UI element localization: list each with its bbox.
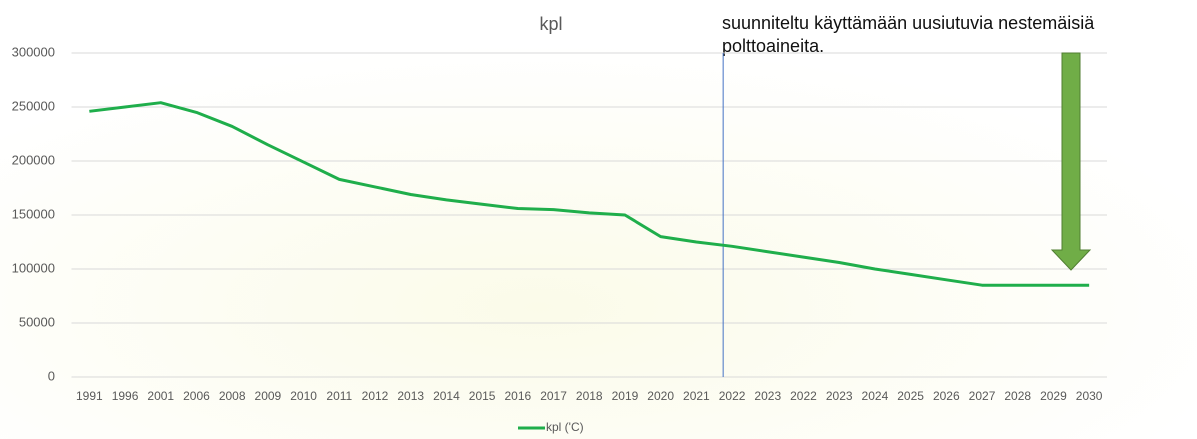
- y-tick-label: 100000: [12, 260, 55, 275]
- x-tick-label: 2010: [290, 389, 317, 403]
- x-tick-label: 2029: [1040, 389, 1067, 403]
- annotation: polttoaineita.: [722, 36, 824, 56]
- x-tick-label: 2030: [1076, 389, 1103, 403]
- legend-label: kpl ('C): [546, 420, 584, 434]
- x-tick-label: 2018: [576, 389, 603, 403]
- y-tick-label: 150000: [12, 206, 55, 221]
- x-tick-label: 2015: [469, 389, 496, 403]
- x-tick-label: 2023: [826, 389, 853, 403]
- x-tick-label: 2021: [683, 389, 710, 403]
- y-tick-label: 250000: [12, 98, 55, 113]
- x-tick-label: 2025: [897, 389, 924, 403]
- annotation: suunniteltu käyttämään uusiutuvia nestem…: [722, 13, 1095, 33]
- x-tick-label: 2022: [719, 389, 746, 403]
- x-tick-label: 2001: [147, 389, 174, 403]
- x-tick-label: 2016: [504, 389, 531, 403]
- y-tick-label: 300000: [12, 44, 55, 59]
- x-tick-label: 2012: [362, 389, 389, 403]
- x-tick-label: 2008: [219, 389, 246, 403]
- x-tick-label: 2009: [255, 389, 282, 403]
- x-tick-label: 2013: [397, 389, 424, 403]
- x-tick-label: 2006: [183, 389, 210, 403]
- x-tick-label: 2014: [433, 389, 460, 403]
- x-tick-label: 2023: [754, 389, 781, 403]
- x-tick-label: 2017: [540, 389, 567, 403]
- plot-area: 0 50000 100000 150000 200000 250000 300000 1991…: [12, 44, 1107, 434]
- line: [89, 101, 1090, 287]
- x-tick-label: 2011: [326, 389, 352, 403]
- x-tick-label: 2020: [647, 389, 674, 403]
- x-tick-label: 2022: [790, 389, 817, 403]
- x-tick-label: 2028: [1004, 389, 1031, 403]
- x-tick-label: 1996: [112, 389, 139, 403]
- x-tick-label: 2024: [862, 389, 889, 403]
- x-tick-label: 1991: [76, 389, 103, 403]
- y-tick-label: 50000: [19, 314, 55, 329]
- arrow: [1050, 52, 1092, 271]
- x-tick-label: 2026: [933, 389, 960, 403]
- x-tick-label: 2027: [969, 389, 996, 403]
- chart-title: kpl: [539, 14, 562, 34]
- y-tick-label: 200000: [12, 152, 55, 167]
- x-tick-label: 2019: [612, 389, 639, 403]
- y-tick-label: 0: [48, 368, 55, 383]
